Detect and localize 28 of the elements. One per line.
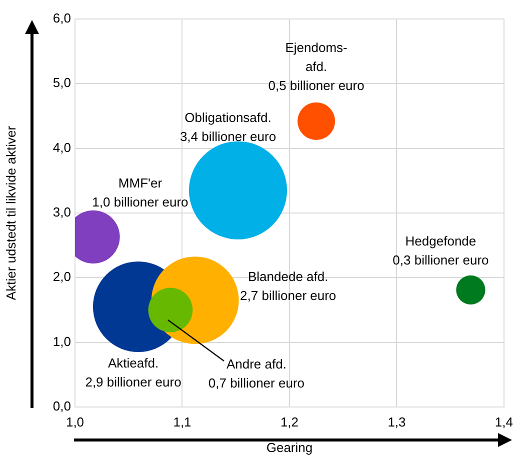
y-tick-label: 5,0 [52,75,71,90]
x-tick-label: 1,2 [280,414,299,430]
data-label: 1,0 billioner euro [92,194,188,210]
y-axis-title: Aktier udstedt til likvide aktiver [3,125,18,300]
y-tick-label: 6,0 [52,10,71,26]
series-label: Aktieafd. [108,355,159,370]
y-tick-label: 4,0 [52,140,71,155]
y-tick-label: 3,0 [52,204,71,220]
x-tick-label: 1,1 [173,414,192,430]
text: Andre afd. [226,356,286,372]
series-label: Blandede afd. [248,268,328,284]
data-label: 0,3 billioner euro [392,252,489,268]
data-label: 2,7 billioner euro [240,288,336,303]
data-label: 0,5 billioner euro [268,78,364,93]
y-tick-label: 0,0 [52,398,71,414]
series-label: Obligationsafd. [184,110,272,125]
x-tick-label: 1,4 [494,414,514,430]
y-tick-label: 1,0 [52,334,71,349]
x-tick-label: 1,0 [66,414,84,430]
text: Hedgefonde [405,234,476,249]
text: Ejendoms- afd. [285,40,348,74]
y-tick-label: 2,0 [52,269,71,284]
data-label: 2,9 billioner euro [85,374,182,390]
text: MMF'er [118,176,163,191]
x-tick-label: 1,3 [388,414,406,430]
x-axis-title: Gearing [266,440,313,455]
data-label: 0,7 billioner euro [208,376,305,391]
data-label: 3,4 billioner euro [180,128,276,144]
